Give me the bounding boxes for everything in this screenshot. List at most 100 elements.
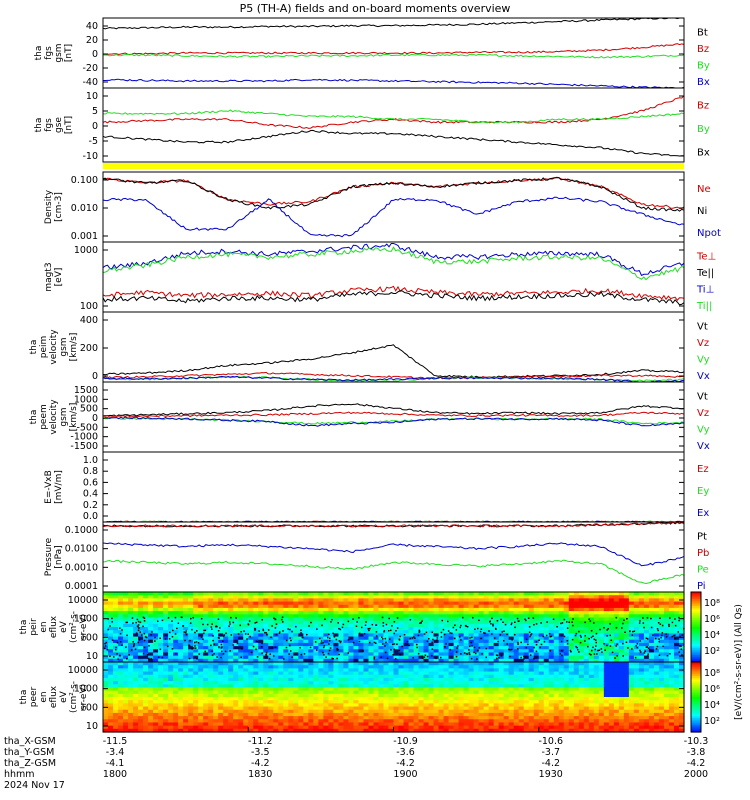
heatmap-noise: [606, 629, 608, 631]
heatmap-cell: [298, 598, 304, 603]
heatmap-cell: [588, 614, 595, 619]
heatmap-cell: [328, 658, 334, 663]
heatmap-cell: [543, 642, 550, 647]
heatmap-cell: [183, 642, 189, 647]
heatmap-noise: [254, 622, 256, 624]
heatmap-cell: [158, 668, 164, 673]
heatmap-cell: [238, 604, 244, 609]
heatmap-noise: [299, 647, 301, 649]
heatmap-cell: [213, 668, 219, 673]
heatmap-cell: [483, 614, 490, 619]
heatmap-cell: [513, 646, 520, 650]
heatmap-noise: [644, 650, 646, 652]
heatmap-cell: [383, 693, 390, 698]
heatmap-cell: [278, 693, 284, 698]
heatmap-noise: [673, 634, 676, 637]
heatmap-noise: [373, 656, 376, 658]
heatmap-noise: [393, 621, 396, 623]
heatmap-cell: [433, 649, 440, 654]
heatmap-noise: [274, 646, 276, 649]
heatmap-cell: [338, 712, 345, 717]
heatmap-cell: [673, 649, 680, 654]
heatmap-cell: [313, 722, 319, 727]
heatmap-cell: [573, 630, 580, 634]
heatmap-cell: [373, 646, 380, 650]
heatmap-noise: [254, 629, 256, 631]
heatmap-cell: [453, 614, 460, 619]
heatmap-cell: [118, 611, 124, 615]
heatmap-cell: [153, 681, 159, 685]
heatmap-noise: [390, 649, 392, 651]
heatmap-cell: [318, 668, 324, 673]
heatmap-noise: [271, 646, 274, 649]
heatmap-cell: [333, 627, 340, 631]
heatmap-noise: [527, 643, 529, 646]
heatmap-cell: [378, 658, 385, 663]
heatmap-cell: [373, 671, 380, 676]
heatmap-cell: [428, 728, 435, 733]
heatmap-cell: [293, 674, 299, 679]
heatmap-cell: [113, 677, 119, 682]
heatmap-cell: [148, 598, 154, 603]
heatmap-noise: [480, 637, 482, 640]
heatmap-noise: [639, 620, 641, 622]
heatmap-noise: [665, 633, 667, 635]
heatmap-cell: [208, 623, 214, 628]
heatmap-noise: [488, 630, 490, 632]
heatmap-cell: [423, 681, 430, 685]
legend-Vy: Vy: [697, 424, 710, 435]
heatmap-cell: [113, 671, 119, 676]
heatmap-noise: [615, 645, 617, 647]
heatmap-cell: [323, 604, 329, 609]
heatmap-cell: [208, 636, 214, 641]
heatmap-cell: [333, 620, 340, 625]
heatmap-noise: [469, 637, 471, 639]
heatmap-cell: [428, 655, 435, 660]
heatmap-noise: [566, 627, 569, 629]
heatmap-cell: [158, 722, 164, 727]
heatmap-noise: [383, 630, 386, 632]
heatmap-noise: [256, 640, 259, 643]
heatmap-cell: [638, 601, 645, 606]
heatmap-noise: [323, 646, 325, 649]
heatmap-cell: [253, 617, 259, 622]
heatmap-cell: [353, 601, 360, 606]
heatmap-noise: [393, 648, 395, 651]
heatmap-cell: [288, 668, 294, 673]
heatmap-cell: [363, 703, 370, 708]
heatmap-noise: [339, 641, 342, 644]
heatmap-cell: [248, 655, 254, 660]
heatmap-cell: [403, 697, 410, 701]
heatmap-cell: [388, 598, 395, 603]
heatmap-noise: [131, 617, 134, 619]
heatmap-cell: [378, 722, 385, 727]
heatmap-cell: [233, 620, 239, 625]
heatmap-cell: [138, 703, 144, 708]
heatmap-cell: [223, 709, 229, 714]
heatmap-cell: [448, 649, 455, 654]
heatmap-cell: [673, 636, 680, 641]
heatmap-cell: [418, 703, 425, 708]
heatmap-cell: [408, 604, 415, 609]
heatmap-cell: [528, 658, 535, 663]
heatmap-cell: [663, 607, 670, 612]
heatmap-cell: [153, 633, 159, 638]
heatmap-cell: [283, 620, 289, 625]
heatmap-cell: [363, 674, 370, 679]
heatmap-noise: [455, 651, 458, 653]
heatmap-cell: [113, 681, 119, 685]
heatmap-cell: [663, 623, 670, 628]
heatmap-cell: [203, 595, 209, 599]
heatmap-cell: [268, 706, 274, 711]
heatmap-cell: [363, 642, 370, 647]
ylabel-line: gsm: [54, 43, 64, 62]
heatmap-cell: [173, 665, 179, 669]
heatmap-cell: [443, 607, 450, 612]
heatmap-cell: [533, 627, 540, 631]
heatmap-cell: [378, 697, 385, 701]
heatmap-cell: [408, 592, 415, 596]
heatmap-cell: [393, 604, 400, 609]
heatmap-cell: [313, 706, 319, 711]
heatmap-cell: [398, 617, 405, 622]
heatmap-noise: [478, 647, 481, 649]
